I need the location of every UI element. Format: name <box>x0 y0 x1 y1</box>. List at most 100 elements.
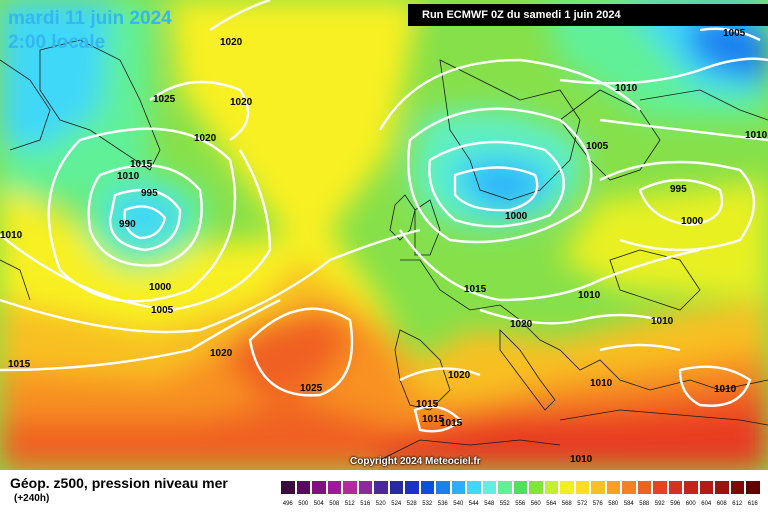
legend-value: 556 <box>515 501 526 507</box>
isobar-label: 1000 <box>149 282 172 293</box>
isobar-label: 1015 <box>440 418 463 429</box>
isobar-label: 990 <box>119 219 136 230</box>
footer-panel: Géop. z500, pression niveau mer (+240h) … <box>0 470 768 512</box>
isobar-label: 1020 <box>220 37 243 48</box>
forecast-lead-time: (+240h) <box>14 493 50 504</box>
legend-value: 520 <box>375 501 386 507</box>
legend-value: 568 <box>561 501 572 507</box>
legend-value: 588 <box>639 501 650 507</box>
legend-swatch <box>528 480 544 495</box>
legend-swatch <box>745 480 761 495</box>
legend-value: 608 <box>716 501 727 507</box>
legend-value: 540 <box>453 501 464 507</box>
legend-swatch <box>543 480 559 495</box>
isobar-label: 1005 <box>723 28 746 39</box>
isobar-label: 1010 <box>570 454 593 465</box>
legend-swatch <box>667 480 683 495</box>
legend-swatch <box>729 480 745 495</box>
legend-value: 612 <box>732 501 743 507</box>
legend-swatch <box>683 480 699 495</box>
isobar-label: 1020 <box>194 133 217 144</box>
isobar-label: 1015 <box>416 399 439 410</box>
legend-value: 528 <box>406 501 417 507</box>
legend-swatch <box>357 480 373 495</box>
legend-swatch <box>559 480 575 495</box>
legend-value: 548 <box>484 501 495 507</box>
coastlines <box>0 39 768 461</box>
color-legend <box>280 480 761 496</box>
legend-value: 560 <box>530 501 541 507</box>
isobar-label: 1025 <box>300 383 323 394</box>
model-run-banner: Run ECMWF 0Z du samedi 1 juin 2024 <box>408 4 768 26</box>
isobar-label: 1020 <box>230 97 253 108</box>
legend-value: 576 <box>592 501 603 507</box>
legend-swatch <box>404 480 420 495</box>
legend-swatch <box>295 480 311 495</box>
legend-value: 516 <box>360 501 371 507</box>
legend-swatch <box>698 480 714 495</box>
isobar-label: 1010 <box>651 316 674 327</box>
legend-swatch <box>466 480 482 495</box>
isobar-label: 1000 <box>681 216 704 227</box>
legend-swatch <box>497 480 513 495</box>
legend-swatch <box>652 480 668 495</box>
isobar-label: 1000 <box>505 211 528 222</box>
weather-map: 1020 1025 1020 1020 1015 1010 995 990 10… <box>0 0 768 470</box>
isobar-label: 1020 <box>210 348 233 359</box>
legend-value: 604 <box>701 501 712 507</box>
legend-swatch <box>419 480 435 495</box>
legend-value: 508 <box>329 501 340 507</box>
map-canvas: 1020 1025 1020 1020 1015 1010 995 990 10… <box>0 0 768 470</box>
color-legend-labels: 496 500 504 508 512 516 520 524 528 532 536 540 544 5… <box>280 501 761 507</box>
legend-swatch <box>621 480 637 495</box>
legend-value: 596 <box>670 501 681 507</box>
legend-value: 500 <box>298 501 309 507</box>
isobar-label: 1010 <box>117 171 140 182</box>
copyright-notice: Copyright 2024 Meteociel.fr <box>350 456 481 467</box>
isobar-label: 1015 <box>8 359 31 370</box>
legend-value: 524 <box>391 501 402 507</box>
isobar-label: 1020 <box>448 370 471 381</box>
legend-value: 504 <box>313 501 324 507</box>
legend-swatch <box>450 480 466 495</box>
legend-swatch <box>373 480 389 495</box>
legend-swatch <box>311 480 327 495</box>
legend-swatch <box>481 480 497 495</box>
isobar-label: 995 <box>670 184 687 195</box>
isobar-label: 1010 <box>615 83 638 94</box>
legend-value: 572 <box>577 501 588 507</box>
isobar-label: 1005 <box>586 141 609 152</box>
isobars <box>0 0 768 433</box>
isobar-label: 1010 <box>714 384 737 395</box>
isobar-label: 1015 <box>130 159 153 170</box>
isobar-label: 1025 <box>153 94 176 105</box>
legend-swatch <box>326 480 342 495</box>
isobar-label: 1010 <box>0 230 23 241</box>
chart-parameter-title: Géop. z500, pression niveau mer <box>10 475 228 491</box>
legend-value: 512 <box>344 501 355 507</box>
legend-value: 580 <box>608 501 619 507</box>
legend-value: 496 <box>282 501 293 507</box>
legend-value: 552 <box>499 501 510 507</box>
legend-swatch <box>280 480 296 495</box>
legend-swatch <box>590 480 606 495</box>
isobar-label: 1010 <box>745 130 768 141</box>
forecast-date: mardi 11 juin 2024 <box>8 8 172 29</box>
legend-swatch <box>512 480 528 495</box>
isobar-label: 1005 <box>151 305 174 316</box>
isobar-label: 1010 <box>590 378 613 389</box>
legend-value: 616 <box>747 501 758 507</box>
legend-swatch <box>435 480 451 495</box>
legend-value: 584 <box>623 501 634 507</box>
legend-value: 536 <box>437 501 448 507</box>
legend-swatch <box>636 480 652 495</box>
legend-swatch <box>714 480 730 495</box>
isobar-labels: 1020 1025 1020 1020 1015 1010 995 990 10… <box>0 28 768 465</box>
legend-value: 600 <box>685 501 696 507</box>
forecast-time: 2:00 locale <box>8 32 106 53</box>
isobar-label: 1010 <box>578 290 601 301</box>
legend-value: 564 <box>546 501 557 507</box>
legend-swatch <box>388 480 404 495</box>
legend-swatch <box>605 480 621 495</box>
legend-value: 532 <box>422 501 433 507</box>
